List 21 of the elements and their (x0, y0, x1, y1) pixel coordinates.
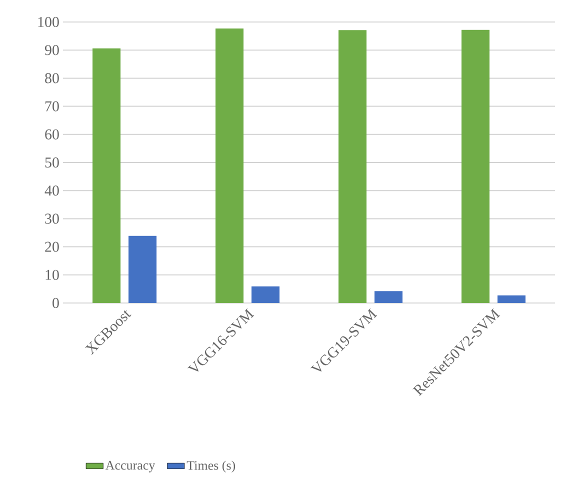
bar (374, 291, 403, 303)
legend-label: Accuracy (105, 460, 156, 472)
y-tick-label: 100 (38, 16, 59, 28)
y-tick-label: 0 (52, 298, 59, 308)
y-tick-label: 60 (45, 129, 59, 140)
bar (128, 236, 157, 303)
y-tick-label: 90 (44, 45, 59, 56)
y-tick-label: 70 (45, 101, 59, 112)
legend-label: Times (s) (186, 460, 236, 472)
bar (252, 286, 280, 303)
bar (338, 30, 366, 303)
y-tick-label: 50 (45, 157, 59, 168)
y-tick-label: 40 (44, 186, 59, 196)
y-tick-label: 30 (45, 214, 59, 224)
bar (216, 28, 244, 303)
bar (498, 295, 526, 303)
y-tick-label: 80 (45, 73, 59, 84)
y-tick-label: 10 (46, 270, 59, 280)
bar (92, 48, 121, 303)
y-tick-label: 20 (45, 242, 59, 252)
bar (462, 30, 490, 303)
